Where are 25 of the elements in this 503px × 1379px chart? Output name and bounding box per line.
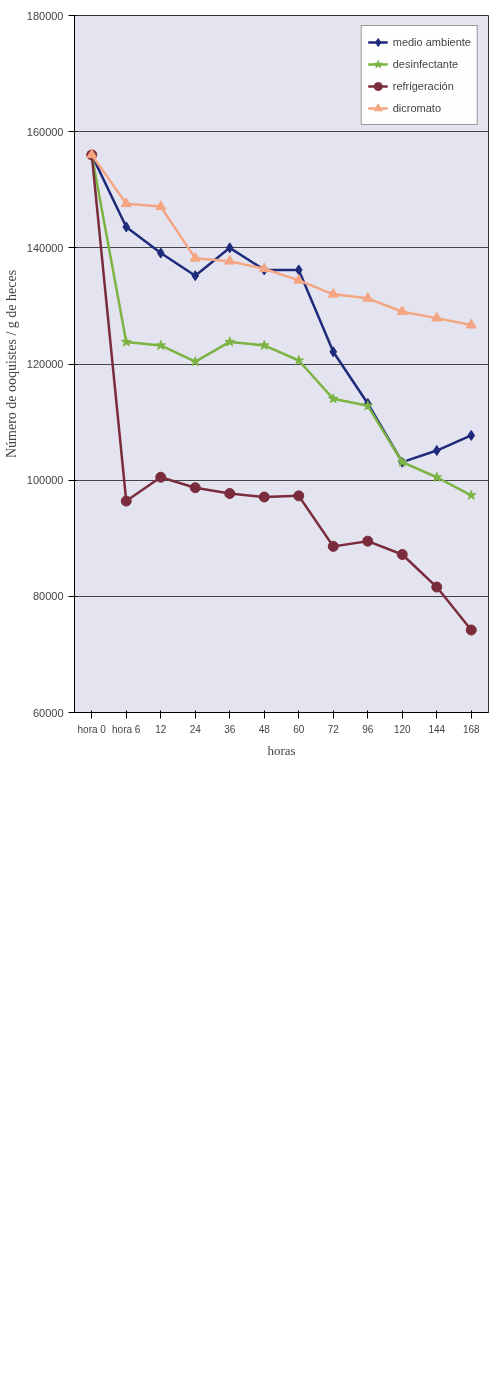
y-axis-title: Número de ooquistes / g de heces	[3, 269, 19, 459]
y-tick-label: 60000	[32, 706, 64, 719]
y-tick-label: 180000	[26, 9, 64, 22]
legend-label: medio ambiente	[392, 36, 471, 48]
x-tick-label: 72	[327, 723, 340, 735]
y-tick-label: 80000	[32, 590, 64, 603]
x-tick-label: 60	[293, 723, 305, 735]
y-tick-label: 100000	[26, 474, 64, 487]
x-tick-label: 144	[428, 723, 446, 735]
x-tick-label: 36	[224, 723, 236, 735]
x-tick-label: 48	[258, 723, 271, 735]
legend-label: desinfectante	[392, 58, 459, 70]
y-tick-label: 160000	[26, 125, 64, 138]
x-tick-label: 12	[155, 723, 167, 735]
x-tick-label: hora 6	[112, 723, 141, 735]
y-tick-label: 140000	[26, 241, 64, 254]
x-axis-title: horas	[267, 742, 296, 758]
legend-label: refrigeración	[392, 80, 454, 92]
legend-label: dicromato	[392, 102, 442, 114]
y-tick-label: 120000	[26, 358, 64, 370]
x-tick-label: 24	[189, 723, 202, 735]
x-tick-label: 168	[462, 723, 481, 735]
x-tick-label: 120	[393, 723, 412, 735]
x-tick-label: 96	[362, 723, 374, 735]
x-tick-label: hora 0	[77, 723, 107, 735]
